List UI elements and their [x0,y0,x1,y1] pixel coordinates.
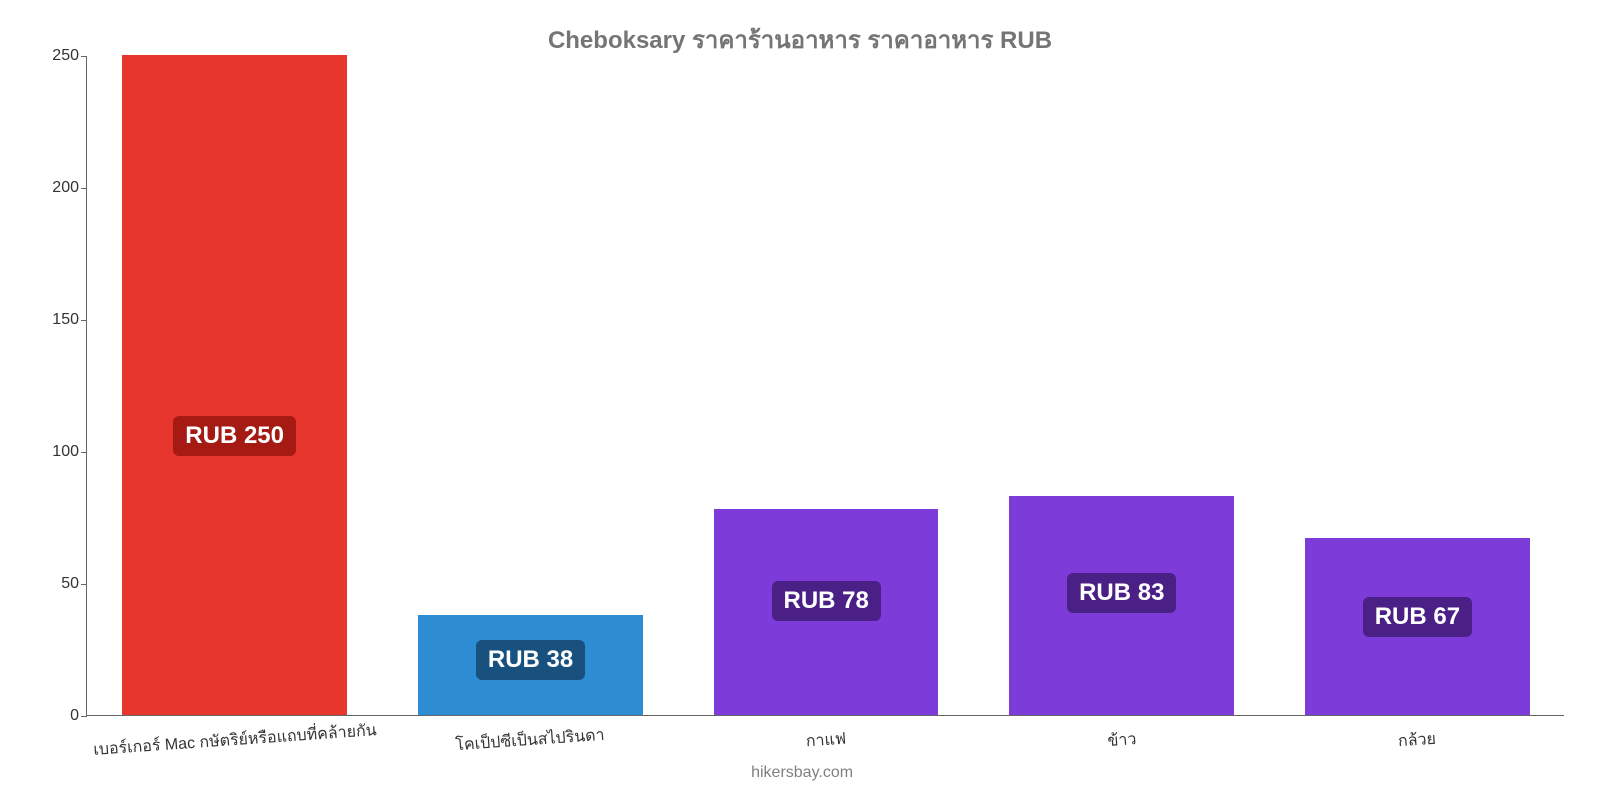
ytick-label: 0 [31,707,79,725]
chart-container: Cheboksary ราคาร้านอาหาร ราคาอาหาร RUB 0… [0,0,1600,800]
ytick-label: 200 [31,179,79,197]
x-category-label: เบอร์เกอร์ Mac กษัตริย์หรือแถบที่คล้ายกั… [92,718,377,763]
ytick-mark [81,452,87,453]
ytick-label: 100 [31,443,79,461]
bar [122,55,347,715]
ytick-mark [81,584,87,585]
value-badge: RUB 83 [1067,573,1176,613]
plot-area: 050100150200250RUB 250เบอร์เกอร์ Mac กษั… [86,56,1564,716]
value-badge: RUB 67 [1363,597,1472,637]
attribution: hikersbay.com [751,764,853,782]
x-category-label: กล้วย [1397,727,1437,755]
value-badge: RUB 250 [173,416,296,456]
ytick-mark [81,320,87,321]
chart-title: Cheboksary ราคาร้านอาหาร ราคาอาหาร RUB [0,20,1600,59]
x-category-label: ข้าว [1106,727,1137,754]
x-category-label: โคเป็ปซีเป็นสไปรินดา [455,723,606,758]
value-badge: RUB 78 [772,581,881,621]
ytick-label: 250 [31,47,79,65]
ytick-mark [81,188,87,189]
ytick-label: 50 [31,575,79,593]
ytick-mark [81,56,87,57]
ytick-label: 150 [31,311,79,329]
ytick-mark [81,716,87,717]
x-category-label: กาแฟ [805,727,847,755]
value-badge: RUB 38 [476,640,585,680]
